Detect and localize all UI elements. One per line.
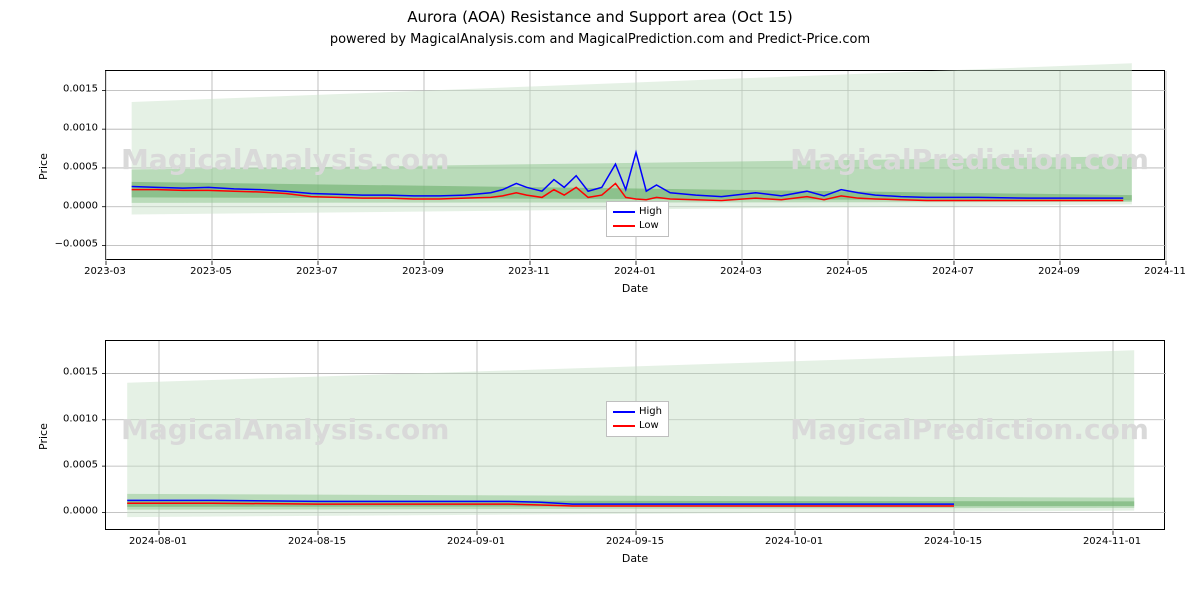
x-tick-label: 2024-09-15 bbox=[606, 536, 664, 547]
legend-label: High bbox=[639, 405, 662, 419]
x-tick-label: 2024-10-15 bbox=[924, 536, 982, 547]
figure: Aurora (AOA) Resistance and Support area… bbox=[0, 0, 1200, 600]
legend-label: Low bbox=[639, 419, 659, 433]
top-chart-axes: MagicalAnalysis.comMagicalPrediction.com… bbox=[105, 70, 1165, 260]
legend-item: High bbox=[613, 205, 662, 219]
legend-label: High bbox=[639, 205, 662, 219]
legend-item: Low bbox=[613, 219, 662, 233]
x-tick-label: 2023-03 bbox=[84, 266, 126, 277]
legend-item: Low bbox=[613, 419, 662, 433]
y-tick-label: 0.0015 bbox=[50, 84, 98, 95]
y-axis-label: Price bbox=[37, 153, 50, 180]
x-tick-label: 2024-08-01 bbox=[129, 536, 187, 547]
x-tick-label: 2024-08-15 bbox=[288, 536, 346, 547]
x-tick-label: 2023-11 bbox=[508, 266, 550, 277]
x-axis-label: Date bbox=[105, 552, 1165, 565]
chart-subtitle: powered by MagicalAnalysis.com and Magic… bbox=[0, 32, 1200, 47]
y-tick-label: 0.0010 bbox=[50, 123, 98, 134]
x-tick-label: 2024-10-01 bbox=[765, 536, 823, 547]
x-tick-label: 2024-05 bbox=[826, 266, 868, 277]
x-tick-label: 2023-05 bbox=[190, 266, 232, 277]
legend-swatch bbox=[613, 211, 635, 213]
legend-label: Low bbox=[639, 219, 659, 233]
y-tick-label: −0.0005 bbox=[50, 239, 98, 250]
x-tick-label: 2024-11 bbox=[1144, 266, 1186, 277]
x-tick-label: 2024-09-01 bbox=[447, 536, 505, 547]
chart-title: Aurora (AOA) Resistance and Support area… bbox=[0, 8, 1200, 26]
legend: HighLow bbox=[606, 401, 669, 437]
y-tick-label: 0.0005 bbox=[50, 460, 98, 471]
x-tick-label: 2024-07 bbox=[932, 266, 974, 277]
x-tick-label: 2024-01 bbox=[614, 266, 656, 277]
legend-swatch bbox=[613, 225, 635, 227]
y-tick-label: 0.0005 bbox=[50, 161, 98, 172]
x-tick-label: 2023-09 bbox=[402, 266, 444, 277]
legend-swatch bbox=[613, 411, 635, 413]
y-tick-label: 0.0000 bbox=[50, 200, 98, 211]
y-tick-label: 0.0015 bbox=[50, 367, 98, 378]
x-axis-label: Date bbox=[105, 282, 1165, 295]
x-tick-label: 2024-09 bbox=[1038, 266, 1080, 277]
legend-swatch bbox=[613, 425, 635, 427]
x-tick-label: 2024-11-01 bbox=[1083, 536, 1141, 547]
x-tick-label: 2024-03 bbox=[720, 266, 762, 277]
y-tick-label: 0.0010 bbox=[50, 413, 98, 424]
legend: HighLow bbox=[606, 201, 669, 237]
bottom-chart-axes: MagicalAnalysis.comMagicalPrediction.com… bbox=[105, 340, 1165, 530]
y-tick-label: 0.0000 bbox=[50, 506, 98, 517]
x-tick-label: 2023-07 bbox=[296, 266, 338, 277]
legend-item: High bbox=[613, 405, 662, 419]
y-axis-label: Price bbox=[37, 423, 50, 450]
